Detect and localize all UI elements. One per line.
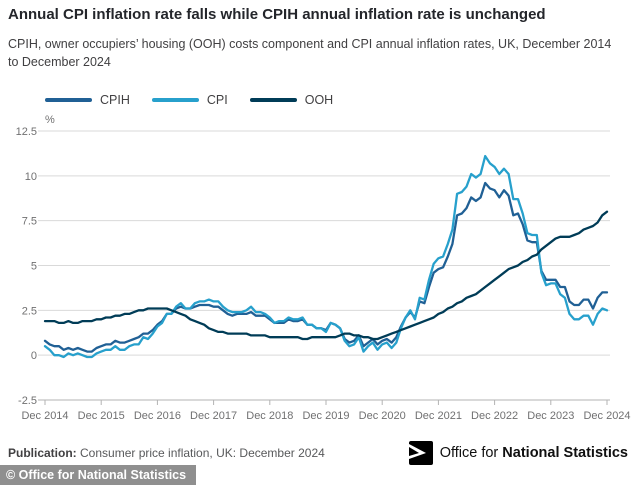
page-title: Annual CPI inflation rate falls while CP… xyxy=(8,6,546,23)
legend-item-cpih[interactable]: CPIH xyxy=(45,93,130,107)
x-tick-label: Dec 2014 xyxy=(21,410,68,422)
inflation-line-chart: 12.5 10 7.5 5 2.5 0 -2.5% Dec 2014 Dec 2015 Dec 2… xyxy=(16,114,631,422)
x-tick-label: Dec 2023 xyxy=(527,410,574,422)
chart-subtitle-line2: to December 2024 xyxy=(8,55,111,69)
ons-logo-text-bold: National Statistics xyxy=(502,445,628,461)
x-tick-label: Dec 2016 xyxy=(134,410,181,422)
y-tick-label: 7.5 xyxy=(22,216,37,228)
ooh-line-swatch xyxy=(249,98,297,102)
y-tick-label: 0 xyxy=(31,350,37,362)
x-tick-label: Dec 2020 xyxy=(359,410,406,422)
cpih-line-swatch xyxy=(45,98,92,102)
copyright-watermark: © Office for National Statistics xyxy=(0,465,197,485)
publication-label: Publication: xyxy=(8,446,77,460)
x-tick-label: Dec 2019 xyxy=(302,410,349,422)
y-tick-label: 10 xyxy=(25,171,37,183)
legend-item-cpi[interactable]: CPI xyxy=(151,93,228,107)
ons-logo: Office for National Statistics xyxy=(408,441,628,465)
y-axis-unit-label: % xyxy=(45,114,55,126)
y-tick-label: 5 xyxy=(31,261,37,273)
y-tick-label: -2.5 xyxy=(18,395,37,407)
chart-subtitle: CPIH, owner occupiers’ housing (OOH) cos… xyxy=(8,35,628,71)
legend-label-cpi: CPI xyxy=(206,93,228,107)
x-tick-label: Dec 2015 xyxy=(78,410,125,422)
x-tick-label: Dec 2021 xyxy=(415,410,462,422)
y-tick-label: 12.5 xyxy=(16,126,37,138)
x-tick-label: Dec 2022 xyxy=(471,410,518,422)
chart-legend: CPIH CPI OOH xyxy=(45,93,355,107)
publication-note: Publication: Consumer price inflation, U… xyxy=(8,446,325,460)
x-tick-label: Dec 2024 xyxy=(583,410,630,422)
ons-logo-text: Office for National Statistics xyxy=(440,445,628,461)
cpi-series-line xyxy=(43,154,609,359)
cpih-series-line xyxy=(43,181,609,353)
ons-logo-text-regular: Office for xyxy=(439,445,503,461)
publication-text: Consumer price inflation, UK: December 2… xyxy=(76,446,325,460)
legend-label-cpih: CPIH xyxy=(100,93,130,107)
x-tick-label: Dec 2017 xyxy=(190,410,237,422)
ooh-series-line xyxy=(43,210,609,341)
legend-label-ooh: OOH xyxy=(304,93,334,107)
ons-logo-icon xyxy=(408,441,433,465)
x-tick-label: Dec 2018 xyxy=(246,410,293,422)
cpi-line-swatch xyxy=(151,98,199,102)
legend-item-ooh[interactable]: OOH xyxy=(249,93,334,107)
y-tick-label: 2.5 xyxy=(22,305,37,317)
chart-subtitle-line1: CPIH, owner occupiers’ housing (OOH) cos… xyxy=(8,37,612,51)
